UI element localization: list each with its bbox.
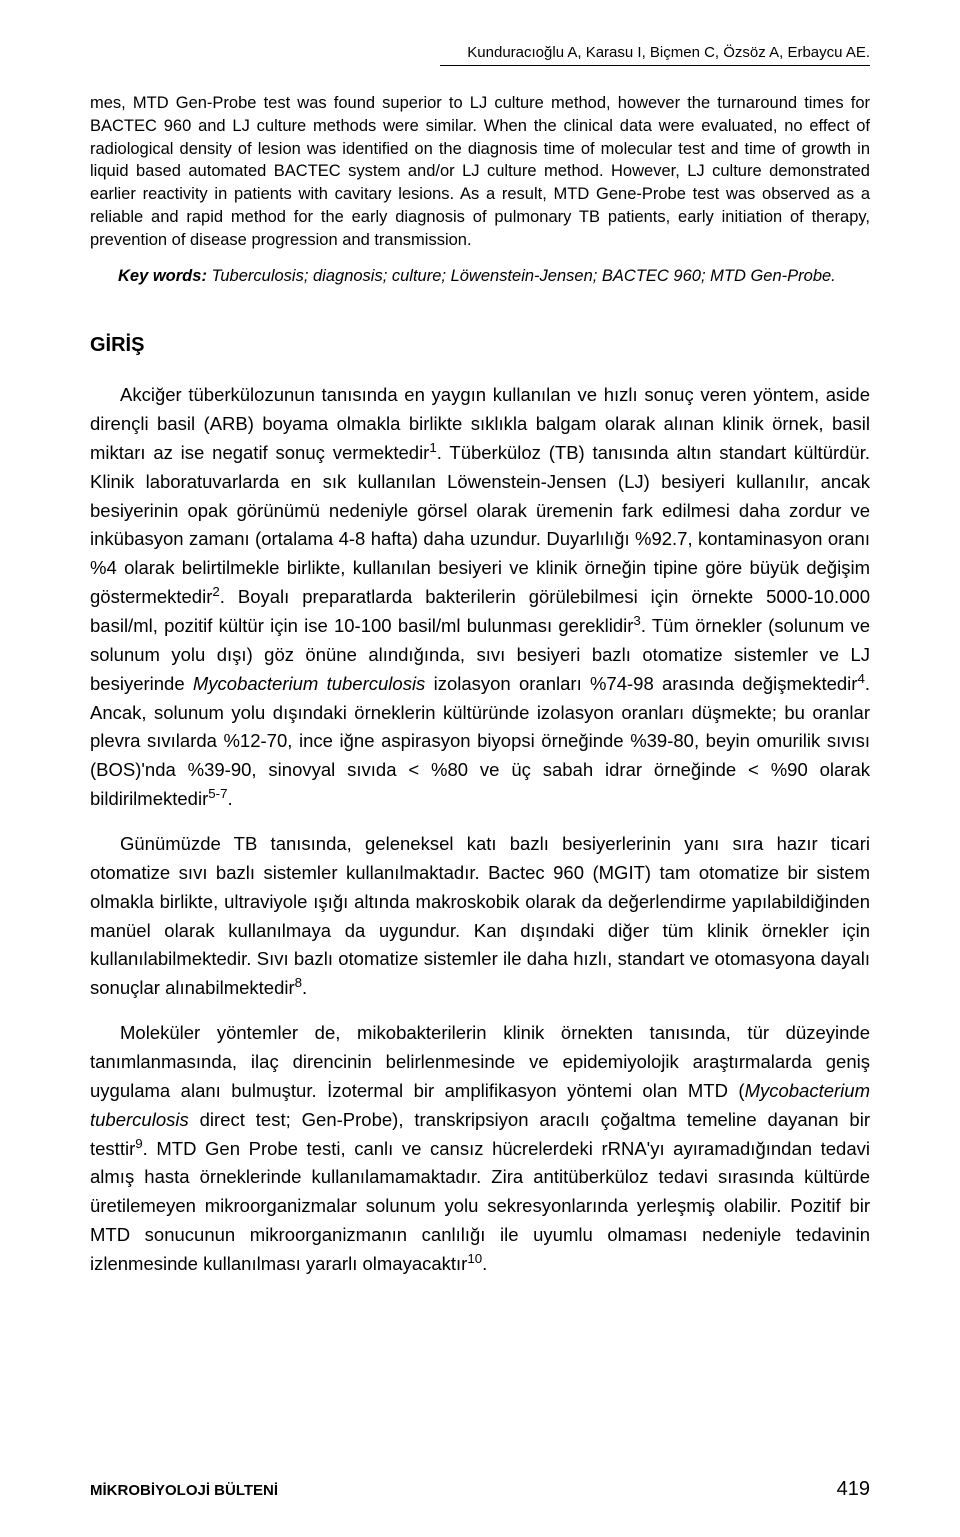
body-paragraph-1: Akciğer tüberkülozunun tanısında en yayg… [90,381,870,814]
running-head-authors: Kunduracıoğlu A, Karasu I, Biçmen C, Özs… [90,44,870,61]
body-paragraph-3: Moleküler yöntemler de, mikobakterilerin… [90,1019,870,1279]
header-rule [440,65,870,66]
body-paragraph-2: Günümüzde TB tanısında, geleneksel katı … [90,830,870,1003]
keywords-text: Tuberculosis; diagnosis; culture; Löwens… [207,267,836,285]
header-rule-container [90,65,870,66]
page: Kunduracıoğlu A, Karasu I, Biçmen C, Özs… [0,0,960,1537]
keywords-label: Key words: [118,267,207,285]
page-footer: MİKROBİYOLOJİ BÜLTENİ 419 [90,1478,870,1501]
footer-page-number: 419 [837,1478,870,1501]
abstract-continuation: mes, MTD Gen-Probe test was found superi… [90,92,870,251]
section-heading-giris: GİRİŞ [90,334,870,357]
footer-journal-name: MİKROBİYOLOJİ BÜLTENİ [90,1482,278,1499]
keywords-line: Key words: Tuberculosis; diagnosis; cult… [90,265,870,288]
